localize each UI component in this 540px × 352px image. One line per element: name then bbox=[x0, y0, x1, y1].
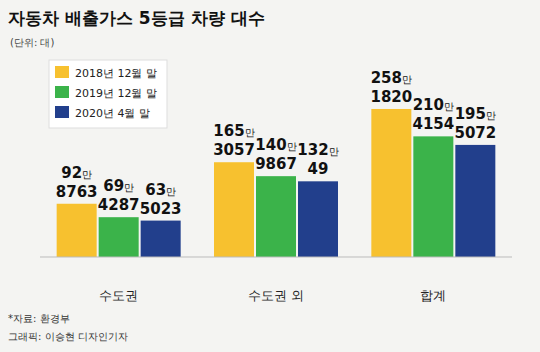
data-label-unit: 만 bbox=[444, 101, 454, 112]
legend-label: 2018년 12월 말 bbox=[75, 67, 157, 80]
data-label-line: 9867 bbox=[255, 155, 297, 173]
data-label-line: 165만 bbox=[213, 122, 254, 140]
data-label-line: 132만 bbox=[297, 141, 338, 159]
bar bbox=[99, 217, 139, 257]
chart: 자동차 배출가스 5등급 차량 대수 (단위: 대) 92만8763 165만3057… bbox=[0, 0, 540, 352]
subtitle: (단위: 대) bbox=[10, 37, 54, 48]
data-label-line: 3057 bbox=[213, 141, 255, 159]
data-label-unit: 만 bbox=[402, 74, 412, 85]
data-label-line: 4287 bbox=[98, 196, 140, 214]
data-label-unit: 만 bbox=[82, 169, 92, 180]
bar bbox=[256, 176, 296, 257]
data-label-line: 140만 bbox=[255, 136, 296, 154]
baseline bbox=[40, 257, 512, 258]
category-label: 합계 bbox=[420, 288, 446, 303]
data-label-unit: 만 bbox=[287, 141, 297, 152]
legend-swatch bbox=[55, 66, 69, 78]
data-label-line: 8763 bbox=[56, 183, 98, 201]
data-label: 165만3057 bbox=[213, 122, 255, 159]
bar bbox=[57, 204, 97, 257]
data-label: 140만9867 bbox=[255, 136, 297, 173]
data-label-line: 5023 bbox=[140, 200, 182, 218]
background bbox=[0, 0, 540, 352]
data-label-unit: 만 bbox=[486, 110, 496, 121]
legend-label: 2019년 12월 말 bbox=[75, 87, 157, 100]
data-labels: 92만8763 165만3057 258만1820 69만4287 140만9867 21… bbox=[56, 69, 496, 218]
data-label-line: 92만 bbox=[61, 164, 92, 182]
data-label-line: 5072 bbox=[454, 124, 496, 142]
bars bbox=[57, 109, 496, 257]
legend-label: 2020년 4월 말 bbox=[75, 107, 150, 120]
data-label: 258만1820 bbox=[370, 69, 412, 106]
data-label-line: 210만 bbox=[413, 96, 454, 114]
category-label: 수도권 bbox=[99, 288, 138, 303]
data-label-unit: 만 bbox=[166, 186, 176, 197]
data-label: 195만5072 bbox=[454, 105, 496, 142]
legend: 2018년 12월 말 2019년 12월 말 2020년 4월 말 bbox=[49, 60, 167, 128]
data-label-unit: 만 bbox=[124, 182, 134, 193]
bar bbox=[455, 145, 495, 257]
title: 자동차 배출가스 5등급 차량 대수 bbox=[8, 8, 265, 28]
legend-box bbox=[49, 60, 167, 128]
data-label-line: 69만 bbox=[103, 177, 134, 195]
bar bbox=[214, 162, 254, 257]
data-label-line: 1820 bbox=[370, 88, 412, 106]
data-label-line: 49 bbox=[308, 160, 329, 178]
data-label-unit: 만 bbox=[329, 146, 339, 157]
data-label-unit: 만 bbox=[245, 127, 255, 138]
category-label: 수도권 외 bbox=[248, 288, 304, 303]
data-label-line: 195만 bbox=[455, 105, 496, 123]
bar bbox=[141, 221, 181, 257]
data-label-line: 258만 bbox=[371, 69, 412, 87]
annotation: *자료: 환경부 bbox=[8, 313, 70, 324]
data-label: 92만8763 bbox=[56, 164, 98, 201]
bar bbox=[371, 109, 411, 257]
data-label: 63만5023 bbox=[140, 181, 182, 218]
data-label: 132만49 bbox=[297, 141, 338, 178]
annotation: 그래픽: 이승현 디자인기자 bbox=[8, 331, 128, 342]
data-label: 69만4287 bbox=[98, 177, 140, 214]
bar bbox=[298, 181, 338, 257]
legend-swatch bbox=[55, 106, 69, 118]
bar bbox=[413, 136, 453, 257]
data-label-line: 4154 bbox=[412, 115, 454, 133]
legend-swatch bbox=[55, 86, 69, 98]
data-label-line: 63만 bbox=[145, 181, 176, 199]
data-label: 210만4154 bbox=[412, 96, 454, 133]
